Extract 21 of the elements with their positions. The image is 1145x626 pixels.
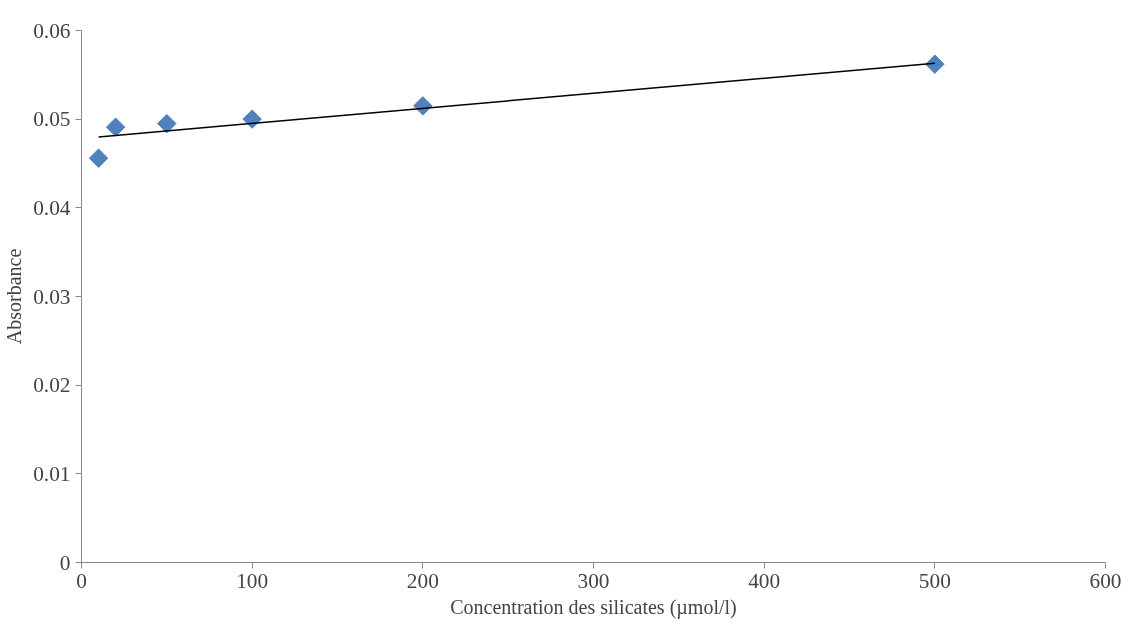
point	[105, 117, 126, 137]
point	[157, 113, 177, 134]
y-tick-label: 0.03	[33, 284, 71, 309]
point	[88, 148, 109, 168]
y-tick-label: 0.01	[33, 461, 71, 486]
x-tick-label: 0	[76, 568, 87, 593]
x-tick-label: 200	[406, 568, 439, 593]
x-tick-label: 300	[577, 568, 610, 593]
x-tick-label: 500	[918, 568, 951, 593]
y-tick-label: 0.06	[33, 18, 71, 43]
x-tick-label: 400	[748, 568, 781, 593]
y-tick-label: 0	[59, 550, 71, 575]
y-tick-label: 0.04	[33, 195, 71, 220]
point	[925, 54, 945, 74]
x-axis-title: Concentration des silicates (µmol/l)	[450, 595, 737, 619]
point	[242, 109, 262, 129]
y-tick-label: 0.05	[33, 107, 71, 132]
y-axis-title: Absorbance	[3, 248, 26, 345]
y-tick-label: 0.02	[33, 373, 71, 398]
x-tick-label: 600	[1089, 568, 1122, 593]
x-tick-label: 100	[236, 568, 269, 593]
